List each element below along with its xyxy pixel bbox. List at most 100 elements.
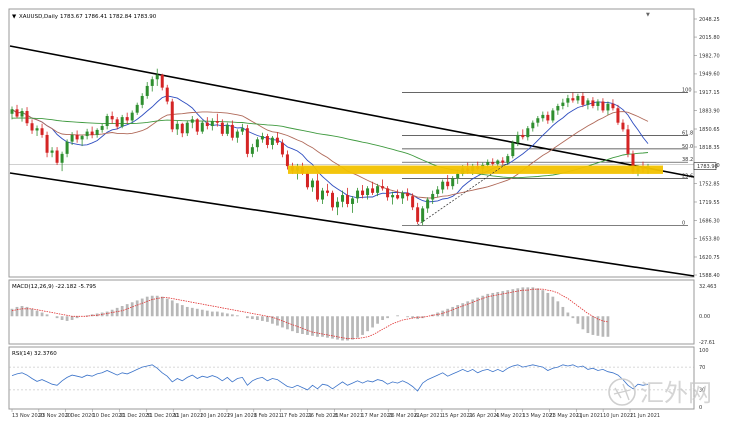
candle-body <box>416 207 420 222</box>
candle-body <box>601 101 605 111</box>
candle <box>325 183 329 197</box>
candle <box>341 190 345 208</box>
macd-axis: 32.463 0.00 -27.61 <box>699 284 717 346</box>
macd-tick-label: 0.00 <box>699 314 710 320</box>
candle-body <box>376 186 380 193</box>
candle <box>626 124 630 158</box>
candle <box>581 92 585 108</box>
candle-body <box>115 119 119 127</box>
time-tick-label: 26 Feb 2021 <box>308 413 339 419</box>
channel-lower-line <box>9 172 695 277</box>
candle <box>275 132 279 145</box>
candle-body <box>611 103 615 109</box>
candle <box>561 98 565 110</box>
time-tick-label: 29 Jan 2021 <box>227 413 257 419</box>
candle <box>541 111 545 122</box>
candle <box>185 120 189 137</box>
candle <box>386 186 390 201</box>
candle <box>80 134 84 147</box>
candle <box>115 117 119 130</box>
candle-body <box>120 117 124 127</box>
candle-body <box>55 150 59 163</box>
candle-body <box>110 116 114 120</box>
macd-panel[interactable] <box>8 279 695 345</box>
candle-body <box>280 142 284 155</box>
chart-menu-marker[interactable]: ▼ <box>12 14 17 20</box>
candle-body <box>606 103 610 111</box>
price-panel-frame <box>8 8 695 278</box>
candle <box>566 94 570 108</box>
candle <box>135 102 139 115</box>
price-tick-label: 1818.35 <box>699 145 720 151</box>
candle-body <box>631 153 635 172</box>
candle <box>65 139 69 158</box>
time-tick-label: 8 Mar 2021 <box>334 413 363 419</box>
candle <box>361 185 365 199</box>
time-tick-label: 21 Dec 2020 <box>119 413 151 419</box>
candle-body <box>80 136 84 140</box>
candle-body <box>40 128 44 135</box>
ohlc-readout: 1783.67 1786.41 1782.84 1783.90 <box>60 14 157 20</box>
time-tick-label: 17 Feb 2021 <box>281 413 312 419</box>
candle-body <box>30 123 34 131</box>
candle-body <box>135 104 139 113</box>
candle <box>601 98 605 113</box>
candle-body <box>361 190 365 196</box>
time-tick-label: 23 May 2021 <box>549 413 582 419</box>
time-tick-label: 21 Jun 2021 <box>630 413 660 419</box>
candle <box>366 186 370 200</box>
candle <box>215 113 219 127</box>
candle-body <box>561 102 565 106</box>
candle-body <box>240 128 244 132</box>
candle <box>556 103 560 115</box>
candle-body <box>50 150 54 153</box>
candle <box>250 143 254 158</box>
rsi-panel-frame <box>8 346 695 410</box>
candle-body <box>626 129 630 154</box>
macd-series <box>10 287 610 341</box>
candle-body <box>180 123 184 134</box>
time-tick-label: 20 Jan 2021 <box>200 413 230 419</box>
candle-body <box>85 131 89 137</box>
candle <box>436 186 440 198</box>
time-tick-label: 10 Dec 2020 <box>93 413 125 419</box>
candle-body <box>225 124 229 134</box>
candle <box>491 158 495 167</box>
candle <box>105 113 109 130</box>
candle <box>245 124 249 158</box>
candle-body <box>451 178 455 187</box>
candle-body <box>170 101 174 130</box>
candle <box>446 175 450 190</box>
candle <box>75 130 79 143</box>
candle-body <box>506 156 510 163</box>
candle-body <box>35 128 39 131</box>
rsi-panel[interactable] <box>8 346 695 410</box>
candle-body <box>346 195 350 204</box>
candle <box>180 122 184 138</box>
candle-body <box>145 85 149 96</box>
candle <box>416 202 420 225</box>
candle-body <box>70 134 74 142</box>
candle <box>501 157 505 165</box>
price-tick-label: 1719.55 <box>699 200 720 206</box>
macd-signal-line <box>11 288 608 339</box>
candle-body <box>356 190 360 199</box>
price-tick-label: 1982.70 <box>699 53 720 59</box>
symbol-timeframe-label: XAUUSD,Daily <box>19 14 59 20</box>
scroll-end-marker[interactable]: ▼ <box>646 12 650 18</box>
candle-body <box>275 137 279 143</box>
time-tick-label: 10 Jun 2021 <box>603 413 633 419</box>
candle-body <box>200 122 204 132</box>
candle <box>451 176 455 190</box>
candle-body <box>576 95 580 101</box>
candle-body <box>185 122 189 134</box>
time-tick-label: 6 Apr 2021 <box>415 413 443 419</box>
rsi-series <box>9 364 694 392</box>
candle <box>150 76 154 92</box>
candle <box>576 93 580 104</box>
candle <box>100 123 104 133</box>
candle <box>270 136 274 150</box>
time-tick-label: 11 Jan 2021 <box>173 413 203 419</box>
price-tick-label: 1653.80 <box>699 236 720 242</box>
